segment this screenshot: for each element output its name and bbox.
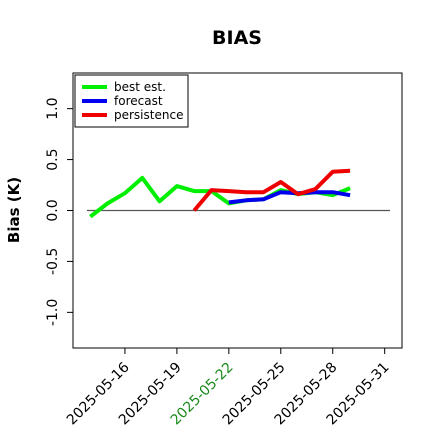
x-ticks: 2025-05-162025-05-192025-05-222025-05-25… bbox=[64, 348, 393, 428]
chart-title: BIAS bbox=[212, 27, 262, 49]
y-ticks: -1.0 -0.5 0.0 0.5 1.0 bbox=[45, 97, 73, 326]
y-tick-label: -1.0 bbox=[45, 299, 61, 326]
y-tick-label: 0.5 bbox=[45, 148, 61, 170]
y-axis-label: Bias (K) bbox=[5, 177, 23, 243]
legend-label: persistence bbox=[114, 108, 183, 122]
series-line-forecast bbox=[228, 190, 351, 205]
y-tick-label: 1.0 bbox=[45, 97, 61, 119]
legend-label: forecast bbox=[114, 94, 163, 108]
series-layer bbox=[89, 168, 351, 219]
y-tick-label: -0.5 bbox=[45, 248, 61, 275]
legend-label: best est. bbox=[114, 80, 166, 94]
series-line-persistence bbox=[192, 168, 351, 212]
y-tick-label: 0.0 bbox=[45, 199, 61, 221]
